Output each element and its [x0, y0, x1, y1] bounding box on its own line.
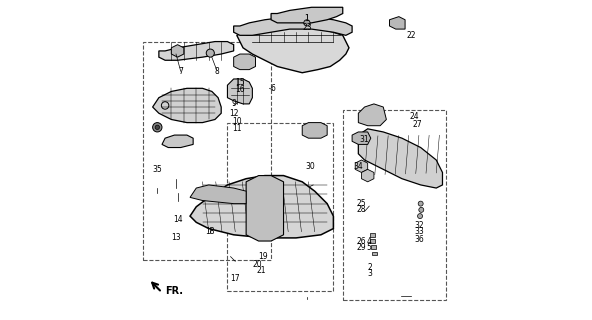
Text: 4: 4	[367, 236, 372, 245]
Polygon shape	[355, 160, 368, 172]
Text: 13: 13	[171, 233, 181, 243]
Circle shape	[206, 49, 214, 57]
Bar	[371, 245, 377, 249]
Text: 34: 34	[353, 162, 363, 171]
Text: 32: 32	[414, 221, 424, 230]
Polygon shape	[227, 79, 252, 104]
Polygon shape	[352, 132, 371, 144]
Text: 15: 15	[235, 77, 244, 87]
Text: 5: 5	[367, 243, 372, 252]
Text: 17: 17	[230, 274, 240, 283]
Text: FR.: FR.	[165, 286, 183, 296]
Bar	[371, 239, 375, 243]
Polygon shape	[171, 45, 184, 57]
Polygon shape	[159, 42, 234, 60]
Polygon shape	[153, 88, 221, 123]
Text: 16: 16	[235, 85, 244, 94]
Circle shape	[419, 207, 424, 212]
Text: 19: 19	[259, 252, 268, 261]
Text: 27: 27	[413, 120, 422, 129]
Text: 20: 20	[252, 260, 262, 269]
Text: 35: 35	[152, 165, 162, 174]
Text: 36: 36	[414, 235, 424, 244]
Text: 6: 6	[270, 84, 275, 93]
Polygon shape	[190, 176, 333, 238]
Bar	[370, 233, 375, 237]
Circle shape	[155, 125, 159, 130]
Bar	[143, 42, 271, 260]
Text: 11: 11	[232, 124, 242, 133]
Polygon shape	[362, 169, 374, 182]
Circle shape	[153, 123, 162, 132]
Text: 25: 25	[356, 199, 366, 208]
Text: 30: 30	[305, 162, 315, 171]
Text: 29: 29	[356, 243, 366, 252]
Text: 26: 26	[356, 236, 366, 245]
Text: 10: 10	[232, 116, 242, 125]
Polygon shape	[271, 7, 343, 23]
Bar	[227, 123, 333, 291]
Text: 2: 2	[368, 263, 372, 272]
Text: 21: 21	[257, 266, 266, 275]
Text: 9: 9	[231, 100, 236, 108]
Text: 1: 1	[304, 14, 309, 23]
Polygon shape	[190, 185, 246, 204]
Text: 22: 22	[407, 31, 416, 40]
Text: 18: 18	[205, 227, 215, 236]
Text: 24: 24	[410, 112, 419, 121]
Bar	[372, 252, 377, 255]
Polygon shape	[358, 104, 387, 126]
Text: 12: 12	[229, 109, 239, 118]
Polygon shape	[246, 176, 284, 241]
Polygon shape	[237, 26, 349, 73]
Text: 28: 28	[357, 205, 366, 214]
Text: 31: 31	[360, 135, 369, 144]
Text: 33: 33	[414, 227, 424, 236]
Polygon shape	[358, 129, 442, 188]
Polygon shape	[234, 17, 352, 35]
Polygon shape	[303, 123, 327, 138]
Circle shape	[418, 201, 423, 206]
Circle shape	[417, 214, 423, 219]
Text: 14: 14	[173, 215, 182, 224]
Text: 7: 7	[178, 67, 183, 76]
Text: 3: 3	[368, 269, 372, 278]
Polygon shape	[162, 135, 193, 148]
Bar	[343, 110, 446, 300]
Text: 8: 8	[214, 67, 219, 76]
Polygon shape	[390, 17, 405, 29]
Text: 23: 23	[302, 23, 312, 32]
Polygon shape	[234, 54, 256, 70]
Circle shape	[304, 20, 310, 26]
